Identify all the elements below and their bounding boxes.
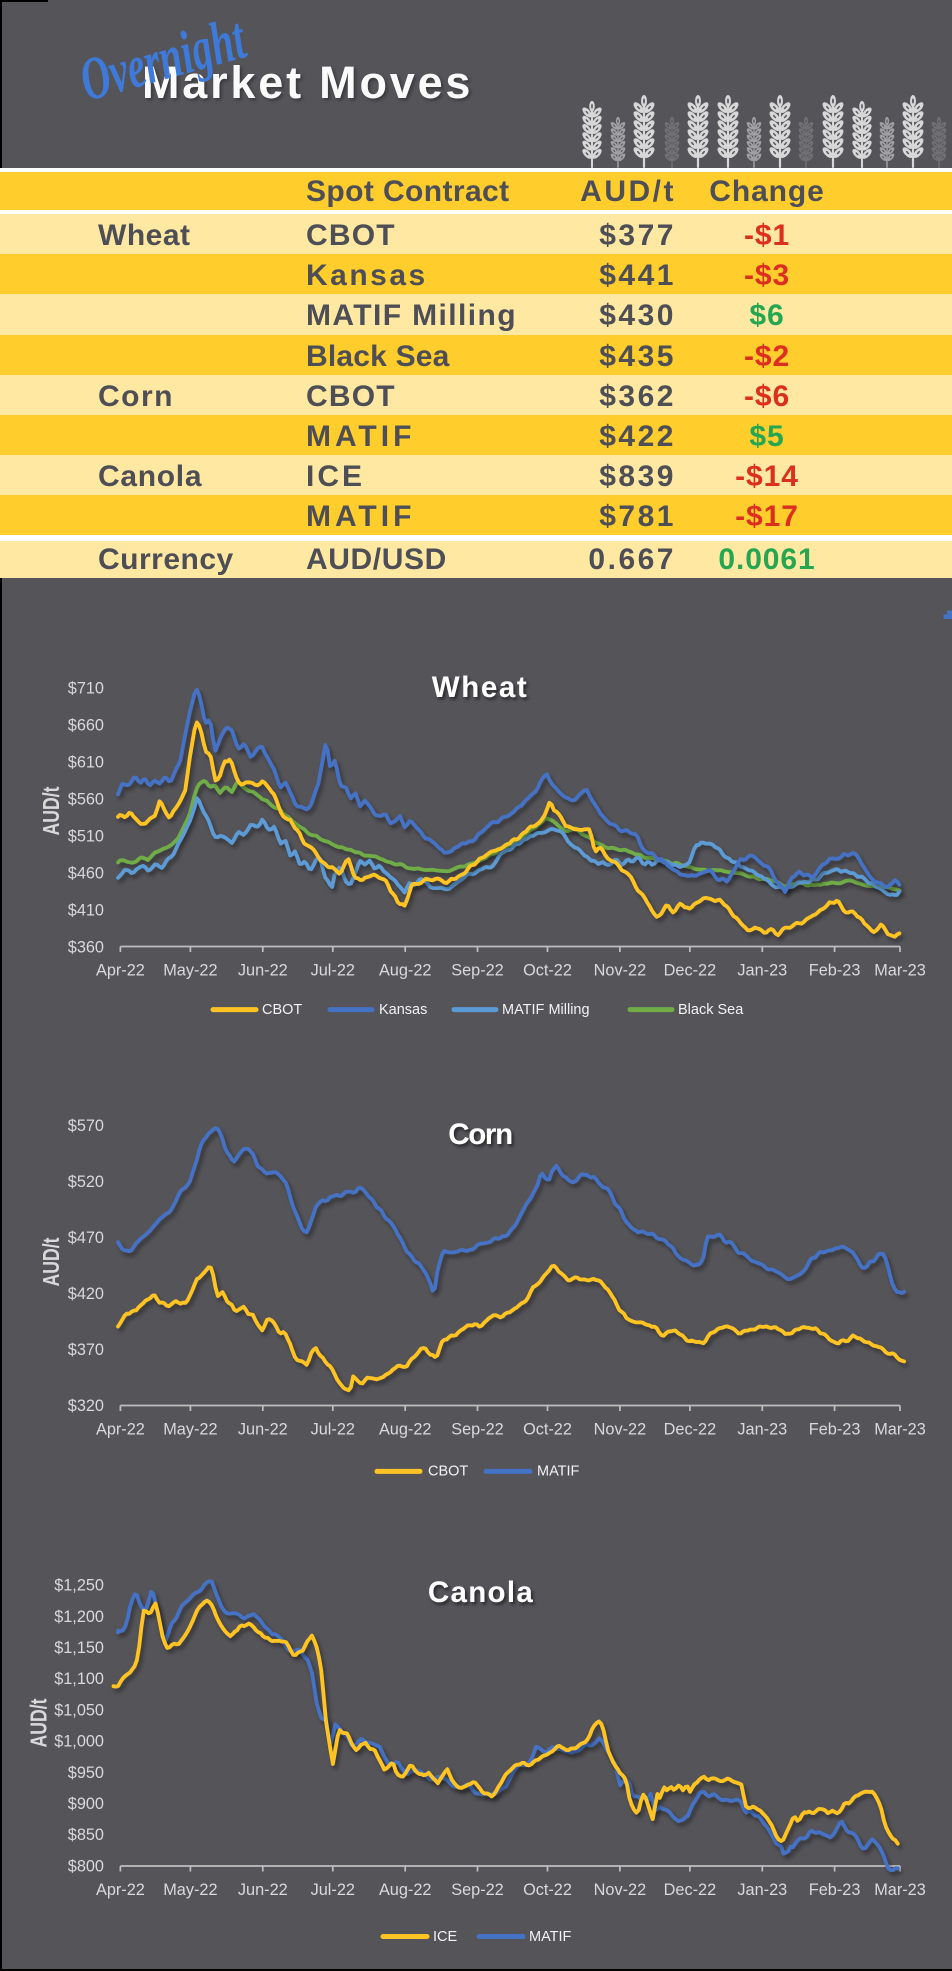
svg-text:$900: $900 [68,1795,104,1813]
svg-text:Kansas: Kansas [379,1002,427,1018]
svg-text:Sep-22: Sep-22 [451,1881,504,1899]
svg-text:$1,050: $1,050 [54,1701,104,1719]
svg-text:$320: $320 [68,1397,104,1415]
svg-text:Apr-22: Apr-22 [96,1881,145,1899]
svg-text:Jan-23: Jan-23 [737,1421,787,1439]
svg-text:CBOT: CBOT [262,1002,302,1018]
svg-text:$520: $520 [68,1173,104,1191]
svg-text:Black Sea: Black Sea [678,1002,744,1018]
svg-text:Jun-22: Jun-22 [238,1881,288,1899]
svg-text:Feb-23: Feb-23 [809,1421,861,1439]
svg-text:$1,200: $1,200 [54,1608,104,1626]
svg-text:Aug-22: Aug-22 [379,1881,432,1899]
svg-text:$800: $800 [68,1857,104,1875]
svg-text:Dec-22: Dec-22 [664,1881,717,1899]
svg-text:MATIF: MATIF [537,1464,580,1480]
svg-text:Nov-22: Nov-22 [594,962,647,980]
svg-text:$1,250: $1,250 [54,1577,104,1595]
svg-text:Jul-22: Jul-22 [311,962,355,980]
svg-text:Jan-23: Jan-23 [737,962,787,980]
svg-text:$410: $410 [68,902,104,920]
svg-text:$360: $360 [68,939,104,957]
svg-text:$420: $420 [68,1285,104,1303]
svg-text:ICE: ICE [433,1929,458,1945]
svg-text:$560: $560 [68,791,104,809]
svg-text:Jun-22: Jun-22 [238,1421,288,1439]
svg-text:Sep-22: Sep-22 [451,1421,504,1439]
svg-text:May-22: May-22 [163,1421,217,1439]
svg-text:Feb-23: Feb-23 [809,1881,861,1899]
svg-text:$460: $460 [68,865,104,883]
svg-text:$710: $710 [68,680,104,698]
svg-text:Aug-22: Aug-22 [379,1421,432,1439]
svg-text:$370: $370 [68,1341,104,1359]
svg-text:$510: $510 [68,828,104,846]
svg-text:May-22: May-22 [163,962,217,980]
svg-text:Sep-22: Sep-22 [451,962,504,980]
svg-text:$1,100: $1,100 [54,1670,104,1688]
svg-text:$660: $660 [68,717,104,735]
svg-text:Oct-22: Oct-22 [523,1881,572,1899]
svg-text:Mar-23: Mar-23 [874,1421,926,1439]
svg-text:Jul-22: Jul-22 [311,1421,355,1439]
svg-text:Nov-22: Nov-22 [594,1421,647,1439]
svg-text:Wheat: Wheat [432,671,529,704]
svg-text:$570: $570 [68,1117,104,1135]
svg-text:CBOT: CBOT [428,1464,468,1480]
svg-text:Mar-23: Mar-23 [874,962,926,980]
svg-text:$1,150: $1,150 [54,1639,104,1657]
svg-text:$470: $470 [68,1229,104,1247]
svg-text:Mar-23: Mar-23 [874,1881,926,1899]
svg-text:May-22: May-22 [163,1881,217,1899]
svg-text:AUD/t: AUD/t [26,1698,52,1747]
svg-text:Apr-22: Apr-22 [96,962,145,980]
svg-text:Aug-22: Aug-22 [379,962,432,980]
svg-text:Oct-22: Oct-22 [523,962,572,980]
svg-text:$610: $610 [68,754,104,772]
svg-text:$1,000: $1,000 [54,1733,104,1751]
svg-text:Feb-23: Feb-23 [809,962,861,980]
svg-text:AUD/t: AUD/t [38,786,64,835]
svg-text:$950: $950 [68,1764,104,1782]
svg-text:Canola: Canola [428,1576,534,1609]
svg-text:Dec-22: Dec-22 [664,962,717,980]
svg-text:Oct-22: Oct-22 [523,1421,572,1439]
svg-text:Nov-22: Nov-22 [594,1881,647,1899]
svg-text:Jan-23: Jan-23 [737,1881,787,1899]
svg-text:Corn: Corn [448,1118,512,1151]
svg-text:Apr-22: Apr-22 [96,1421,145,1439]
svg-text:Overnight: Overnight [73,5,254,115]
svg-text:MATIF Milling: MATIF Milling [502,1002,590,1018]
svg-text:AUD/t: AUD/t [38,1237,64,1286]
svg-text:MATIF: MATIF [529,1929,572,1945]
svg-text:Dec-22: Dec-22 [664,1421,717,1439]
svg-text:Jul-22: Jul-22 [311,1881,355,1899]
svg-text:Jun-22: Jun-22 [238,962,288,980]
svg-text:$850: $850 [68,1826,104,1844]
